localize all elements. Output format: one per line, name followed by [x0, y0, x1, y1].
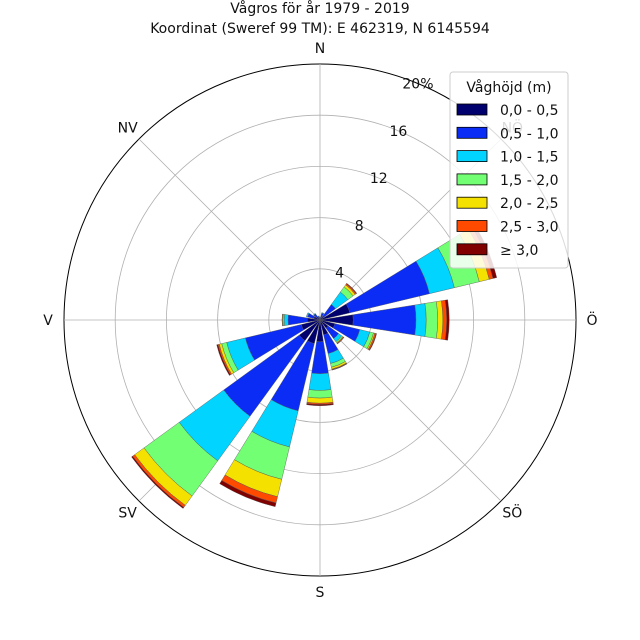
legend-swatch-3	[456, 173, 488, 186]
rose-bars	[131, 224, 497, 509]
radial-tick-label-4: 16	[389, 124, 407, 140]
spoke-SE	[319, 319, 502, 502]
legend-frame	[449, 71, 569, 269]
bar-sector-11-bin-6	[216, 344, 231, 376]
legend-label-5: 2,5 - 3,0	[500, 220, 558, 236]
bar-sector-5-bin-6	[368, 333, 377, 351]
legend-title: Våghöjd (m)	[466, 79, 551, 96]
chart-title: Vågros för år 1979 - 2019	[230, 0, 409, 17]
bar-sector-13-bin-2	[306, 312, 310, 318]
direction-label-SE: SÖ	[502, 503, 522, 521]
legend-swatch-0	[456, 103, 488, 116]
direction-label-S: S	[316, 585, 325, 601]
legend-items: 0,0 - 0,5 0,5 - 1,0 1,0 - 1,5 1,5 - 2,0 2,0 …	[456, 103, 558, 259]
bar-sector-8-bin-3	[307, 389, 333, 399]
spoke-NW	[138, 138, 321, 321]
bar-sector-7-bin-6	[331, 363, 348, 371]
bar-sector-1-bin-2	[321, 312, 325, 315]
bar-sector-15-bin-2	[317, 315, 320, 318]
direction-label-N: N	[315, 41, 325, 57]
bar-sector-4-bin-6	[444, 299, 450, 341]
bar-sector-4-bin-3	[424, 301, 438, 339]
legend-label-6: ≥ 3,0	[500, 243, 538, 259]
bar-sector-8-bin-4	[306, 396, 334, 404]
direction-label-W: V	[43, 313, 53, 329]
direction-label-NW: NV	[118, 121, 138, 137]
bar-sector-8-bin-1	[311, 341, 329, 374]
legend-label-2: 1,0 - 1,5	[500, 150, 558, 166]
bar-sector-2-bin-6	[346, 282, 358, 294]
bar-sector-6-bin-6	[337, 337, 345, 345]
direction-label-SW: SV	[118, 505, 137, 521]
direction-label-E: Ö	[586, 311, 597, 329]
bar-sector-10-bin-6	[131, 455, 185, 509]
bar-sector-14-bin-2	[312, 312, 316, 316]
legend-label-3: 1,5 - 2,0	[500, 173, 558, 189]
bar-sector-8-bin-2	[308, 372, 332, 391]
radial-tick-label-1: 4	[335, 266, 344, 282]
legend-label-1: 0,5 - 1,0	[500, 126, 558, 142]
bar-sector-12-bin-1	[287, 314, 308, 326]
legend-swatch-1	[456, 126, 488, 139]
bar-sector-9-bin-6	[219, 480, 277, 507]
legend-label-4: 2,0 - 2,5	[500, 196, 558, 212]
radial-tick-label-5: 20%	[402, 76, 433, 92]
radial-tick-label-2: 8	[355, 218, 364, 234]
bar-sector-4-bin-2	[414, 303, 427, 337]
bar-sector-8-bin-6	[306, 403, 334, 406]
legend: Våghöjd (m) 0,0 - 0,5 0,5 - 1,0 1,0 - 1,5 1…	[449, 71, 569, 269]
legend-label-0: 0,0 - 0,5	[500, 103, 558, 119]
legend-swatch-4	[456, 196, 488, 209]
radial-tick-label-3: 12	[370, 171, 388, 187]
chart-subtitle: Koordinat (Sweref 99 TM): E 462319, N 61…	[150, 21, 490, 37]
legend-swatch-2	[456, 150, 488, 163]
bar-sector-12-bin-5	[281, 313, 283, 327]
radial-tick-labels: 4 8 12 16 20%	[335, 76, 433, 281]
bar-sector-12-bin-2	[283, 314, 289, 326]
legend-swatch-5	[456, 220, 488, 232]
legend-swatch-6	[456, 243, 488, 256]
